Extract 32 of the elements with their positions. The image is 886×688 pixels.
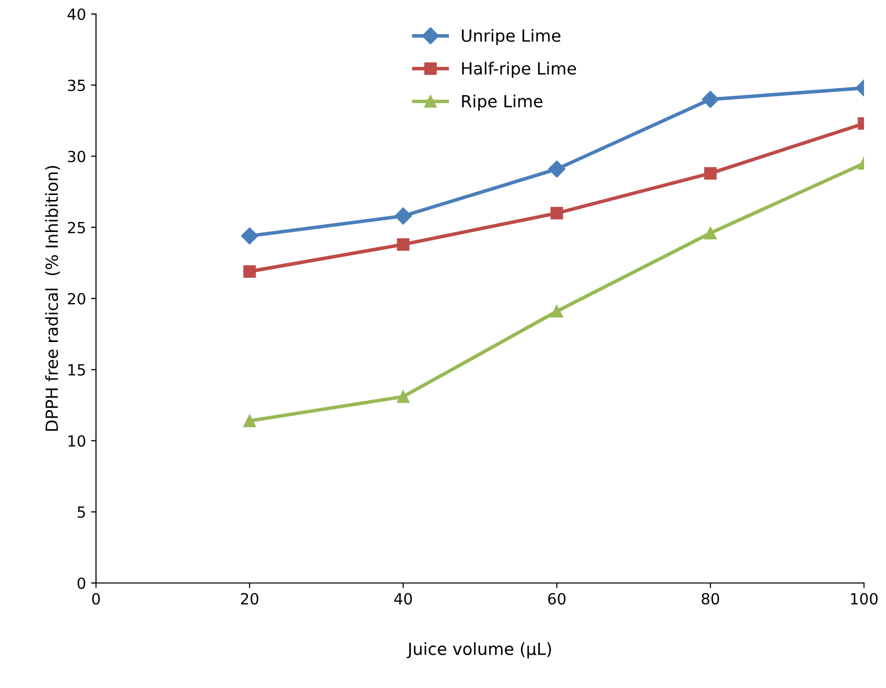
- point: [396, 390, 410, 403]
- y-tick-label: 35: [68, 80, 85, 92]
- point: [550, 305, 564, 318]
- x-tick-label: 40: [394, 592, 412, 605]
- x-tick-label: 60: [548, 592, 566, 605]
- legend-label: Half-ripe Lime: [462, 62, 576, 78]
- point: [243, 265, 256, 278]
- point: [550, 206, 564, 220]
- point: [396, 238, 410, 251]
- y-tick-label: 10: [68, 435, 86, 447]
- y-tick-label: 20: [68, 292, 86, 305]
- y-tick-label: 0: [78, 577, 86, 590]
- y-tick-label: 5: [78, 506, 85, 518]
- point: [548, 160, 566, 178]
- x-tick-label: 0: [92, 592, 100, 605]
- y-tick-label: 40: [68, 8, 86, 20]
- y-tick-label: 25: [68, 222, 85, 234]
- legend-label: Ripe Lime: [462, 94, 542, 111]
- point: [704, 167, 717, 180]
- x-axis-title: Juice volume (µL): [406, 642, 551, 658]
- x-tick-label: 20: [241, 592, 258, 605]
- legend-label: Unripe Lime: [462, 29, 560, 46]
- point: [243, 414, 256, 428]
- x-tick-label: 100: [851, 592, 878, 605]
- y-tick-label: 15: [68, 364, 85, 376]
- point: [394, 207, 412, 225]
- y-axis-title: DPPH free radical (% Inhibition): [45, 166, 60, 431]
- y-tick-label: 30: [68, 150, 86, 162]
- point: [704, 226, 717, 240]
- point: [702, 90, 719, 108]
- point: [241, 227, 258, 244]
- x-tick-label: 80: [702, 592, 720, 605]
